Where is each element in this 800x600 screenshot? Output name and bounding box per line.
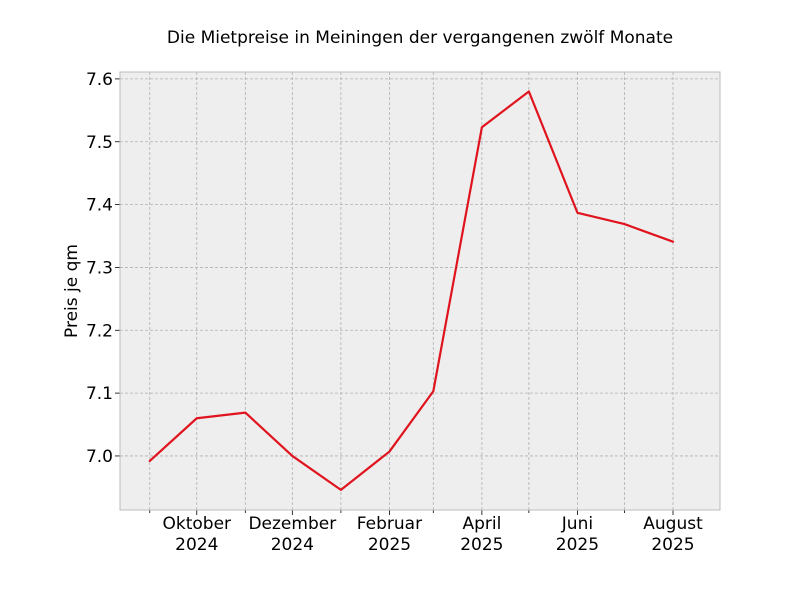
- x-tick-label-year: 2025: [556, 535, 599, 555]
- plot-area: [120, 72, 720, 510]
- x-tick-label-month: Dezember: [248, 514, 336, 534]
- series-layer: [148, 90, 675, 491]
- y-tick-label: 7.5: [86, 133, 113, 153]
- y-tick-label: 7.1: [86, 384, 113, 404]
- chart-title: Die Mietpreise in Meiningen der vergange…: [167, 28, 673, 48]
- x-tick-label-year: 2024: [271, 535, 314, 555]
- y-tick-label: 7.0: [86, 447, 113, 467]
- y-tick-label: 7.6: [86, 70, 113, 90]
- y-tick-label: 7.3: [86, 258, 113, 278]
- y-tick-label: 7.4: [86, 196, 113, 216]
- x-tick-label-year: 2025: [460, 535, 503, 555]
- x-tick-label-year: 2025: [368, 535, 411, 555]
- y-tick-labels: 7.0 7.1 7.2 7.3 7.4 7.5 7.6: [86, 70, 113, 467]
- x-tick-label-year: 2025: [651, 535, 694, 555]
- grid-lines: [120, 72, 720, 510]
- x-tick-label-month: Februar: [357, 514, 422, 534]
- x-tick-labels: Oktober2024Dezember2024Februar2025April2…: [162, 514, 703, 555]
- x-tick-label-year: 2024: [175, 535, 218, 555]
- x-tick-label-month: April: [462, 514, 501, 534]
- axis-ticks: [115, 78, 674, 515]
- x-tick-label-month: Oktober: [162, 514, 231, 534]
- y-axis-label: Preis je qm: [62, 244, 82, 338]
- x-tick-label-month: August: [643, 514, 703, 534]
- y-tick-label: 7.2: [86, 321, 113, 341]
- x-tick-label-month: Juni: [561, 514, 593, 534]
- series-line: [148, 90, 675, 491]
- plot-frame: [119, 71, 721, 511]
